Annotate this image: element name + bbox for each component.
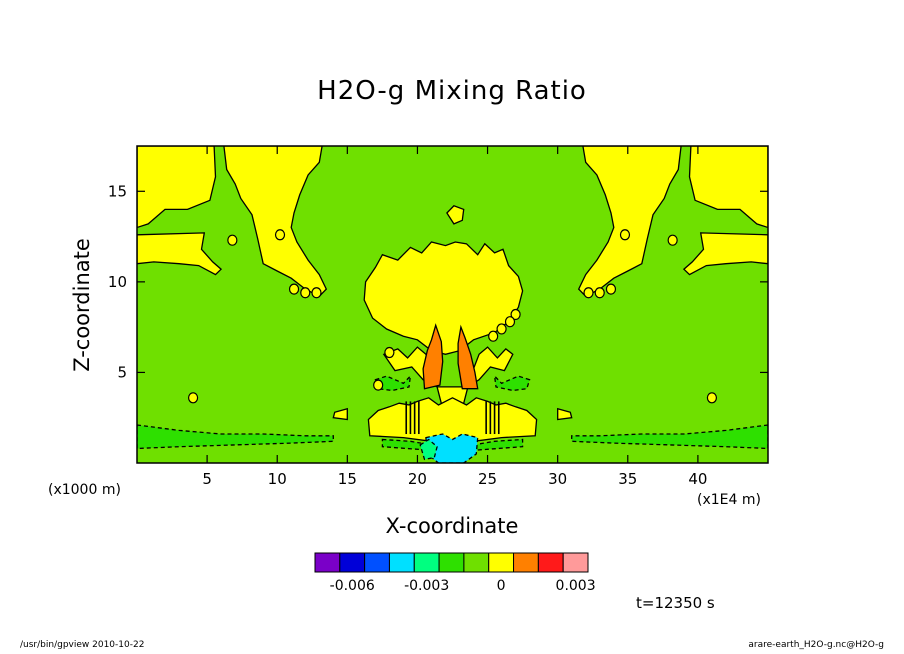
colorbar-swatch bbox=[388, 552, 415, 573]
colorbar-swatch bbox=[513, 552, 539, 573]
contour-circle bbox=[373, 379, 384, 391]
colorbar-swatch bbox=[537, 552, 564, 573]
region-green-right-band bbox=[571, 424, 768, 450]
region-cyan-bottom bbox=[425, 433, 479, 463]
colorbar-swatch bbox=[562, 552, 589, 573]
region-upper-right-band bbox=[682, 232, 768, 276]
contour-circle bbox=[227, 234, 238, 246]
colorbar-swatch bbox=[339, 552, 366, 573]
contour-circle bbox=[605, 283, 617, 295]
region-upper-left-band bbox=[137, 232, 223, 276]
contour-circle bbox=[510, 308, 521, 321]
contour-circle bbox=[300, 287, 311, 299]
region-green-mid-right bbox=[493, 374, 531, 392]
y-tick-label: 5 bbox=[117, 363, 127, 381]
region-small-blobs-right bbox=[557, 407, 573, 421]
region-upper-left-arm bbox=[223, 146, 328, 298]
contour-circle bbox=[706, 392, 718, 404]
contour-circle bbox=[667, 234, 678, 246]
x-axis-label: X-coordinate bbox=[385, 514, 519, 538]
region-top-puff bbox=[446, 205, 465, 225]
contour-circle bbox=[288, 283, 300, 295]
colorbar-swatch bbox=[463, 552, 490, 573]
contour-circle bbox=[488, 330, 499, 342]
y-tick-label: 10 bbox=[108, 273, 127, 291]
x-tick-label: 15 bbox=[338, 470, 357, 488]
x-axis-ticks: 5 10 15 20 25 30 35 40 bbox=[202, 146, 707, 488]
x-tick-label: 25 bbox=[478, 470, 497, 488]
x-tick-label: 40 bbox=[688, 470, 707, 488]
contour-circle bbox=[583, 287, 594, 299]
region-upper-right-yellow bbox=[688, 146, 768, 229]
contour-circle bbox=[594, 287, 605, 299]
footer-left: /usr/bin/gpview 2010-10-22 bbox=[20, 640, 145, 650]
x-axis-unit-label: (x1000 m) bbox=[48, 482, 121, 498]
contour-circle bbox=[504, 316, 516, 328]
plot-frame bbox=[136, 145, 769, 464]
region-yellow-base bbox=[367, 397, 538, 444]
colorbar-swatch bbox=[488, 552, 515, 573]
colorbar-swatch bbox=[364, 552, 390, 573]
region-small-blobs bbox=[332, 407, 348, 421]
x-axis-unit-label-right: (x1E4 m) bbox=[697, 492, 761, 508]
x-tick-label: 30 bbox=[548, 470, 567, 488]
x-tick-label: 10 bbox=[268, 470, 287, 488]
region-teal-bottom bbox=[419, 438, 438, 461]
colorbar-swatch bbox=[314, 552, 341, 573]
contour-circle bbox=[311, 287, 322, 299]
time-label: t=12350 s bbox=[636, 594, 715, 612]
region-green-left-band bbox=[137, 424, 334, 450]
contour-circle bbox=[384, 346, 395, 359]
y-axis-ticks: 5 10 15 bbox=[108, 182, 768, 381]
colorbar-label: 0.003 bbox=[555, 578, 596, 594]
colorbar-label: -0.003 bbox=[404, 578, 450, 594]
y-tick-label: 15 bbox=[108, 182, 127, 200]
colorbar-swatch bbox=[413, 552, 440, 573]
contour-circle bbox=[496, 323, 507, 335]
region-upper-right-arm bbox=[577, 146, 682, 298]
x-tick-label: 20 bbox=[408, 470, 427, 488]
chart-title: H2O-g Mixing Ratio bbox=[317, 76, 587, 106]
region-orange-left bbox=[422, 323, 444, 390]
colorbar bbox=[314, 552, 589, 573]
contour-regions bbox=[137, 146, 768, 463]
contour-circle bbox=[187, 392, 199, 404]
x-tick-label: 5 bbox=[202, 470, 212, 488]
contour-circle bbox=[619, 229, 631, 241]
contour-circle bbox=[274, 229, 286, 241]
region-upper-left-yellow bbox=[137, 146, 217, 229]
y-axis-label: Z-coordinate bbox=[70, 238, 94, 372]
contour-small-circles bbox=[187, 229, 718, 404]
colorbar-label: -0.006 bbox=[329, 578, 375, 594]
footer-right: arare-earth_H2O-g.nc@H2O-g bbox=[748, 640, 884, 650]
region-orange-right bbox=[457, 324, 479, 390]
colorbar-swatch bbox=[438, 552, 465, 573]
x-tick-label: 35 bbox=[618, 470, 637, 488]
colorbar-label: 0 bbox=[496, 578, 506, 594]
